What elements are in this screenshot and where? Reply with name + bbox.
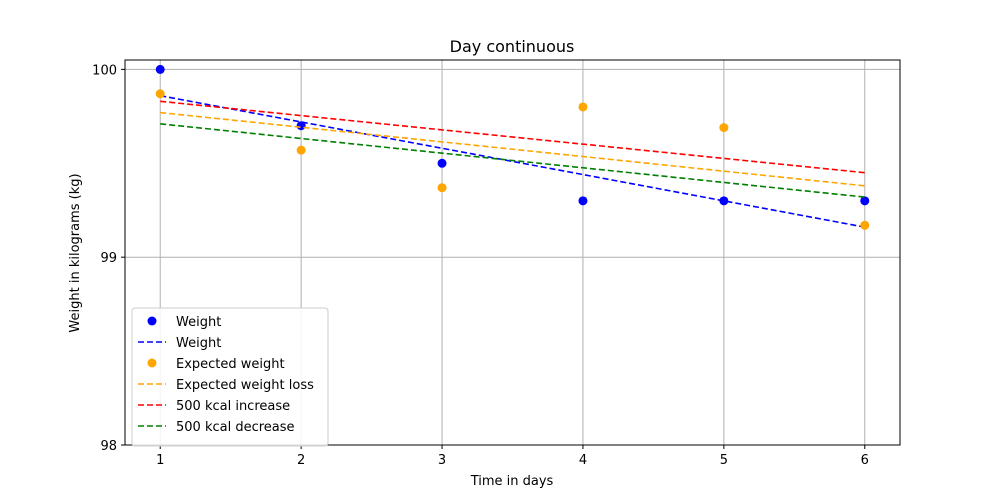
legend-box xyxy=(131,307,329,447)
legend-entry: Expected weight loss xyxy=(176,378,314,393)
legend: Weight Weight Expected weight Expected weig… xyxy=(131,307,329,447)
legend-entry: 500 kcal decrease xyxy=(176,420,295,435)
x-tick-label: 1 xyxy=(156,453,164,468)
x-tick-label: 4 xyxy=(579,453,587,468)
scatter-point xyxy=(437,183,447,193)
x-tick-label: 5 xyxy=(720,453,728,468)
scatter-point xyxy=(296,145,306,155)
x-tick-label: 3 xyxy=(438,453,446,468)
plot-frame xyxy=(124,59,901,446)
series-line xyxy=(160,94,865,228)
series-layer xyxy=(155,64,870,230)
x-tick-label: 6 xyxy=(861,453,869,468)
ticks: 1 2 3 4 5 6 98 99 100 xyxy=(92,63,869,468)
legend-entry: Weight xyxy=(176,336,221,351)
legend-marker xyxy=(147,316,157,326)
x-axis-label: Time in days xyxy=(470,474,554,489)
scatter-point xyxy=(578,196,588,206)
scatter-point xyxy=(719,196,729,206)
legend-entry: Weight xyxy=(176,315,221,330)
scatter-point xyxy=(860,196,870,206)
scatter-point xyxy=(155,64,165,74)
legend-entry: Expected weight xyxy=(176,357,285,372)
series-line xyxy=(160,111,865,187)
y-tick-label: 100 xyxy=(92,63,117,78)
series-line xyxy=(160,123,865,198)
scatter-point xyxy=(578,102,588,112)
scatter-point xyxy=(155,89,165,99)
chart-title: Day continuous xyxy=(450,37,575,56)
series-line xyxy=(160,100,865,174)
y-axis-label: Weight in kilograms (kg) xyxy=(68,173,83,332)
scatter-point xyxy=(296,121,306,131)
legend-marker xyxy=(147,358,157,368)
y-tick-label: 99 xyxy=(100,251,117,266)
scatter-point xyxy=(719,123,729,133)
x-tick-label: 2 xyxy=(297,453,305,468)
scatter-point xyxy=(860,220,870,230)
legend-entry: 500 kcal increase xyxy=(176,399,290,414)
y-tick-label: 98 xyxy=(100,439,117,454)
scatter-point xyxy=(437,158,447,168)
